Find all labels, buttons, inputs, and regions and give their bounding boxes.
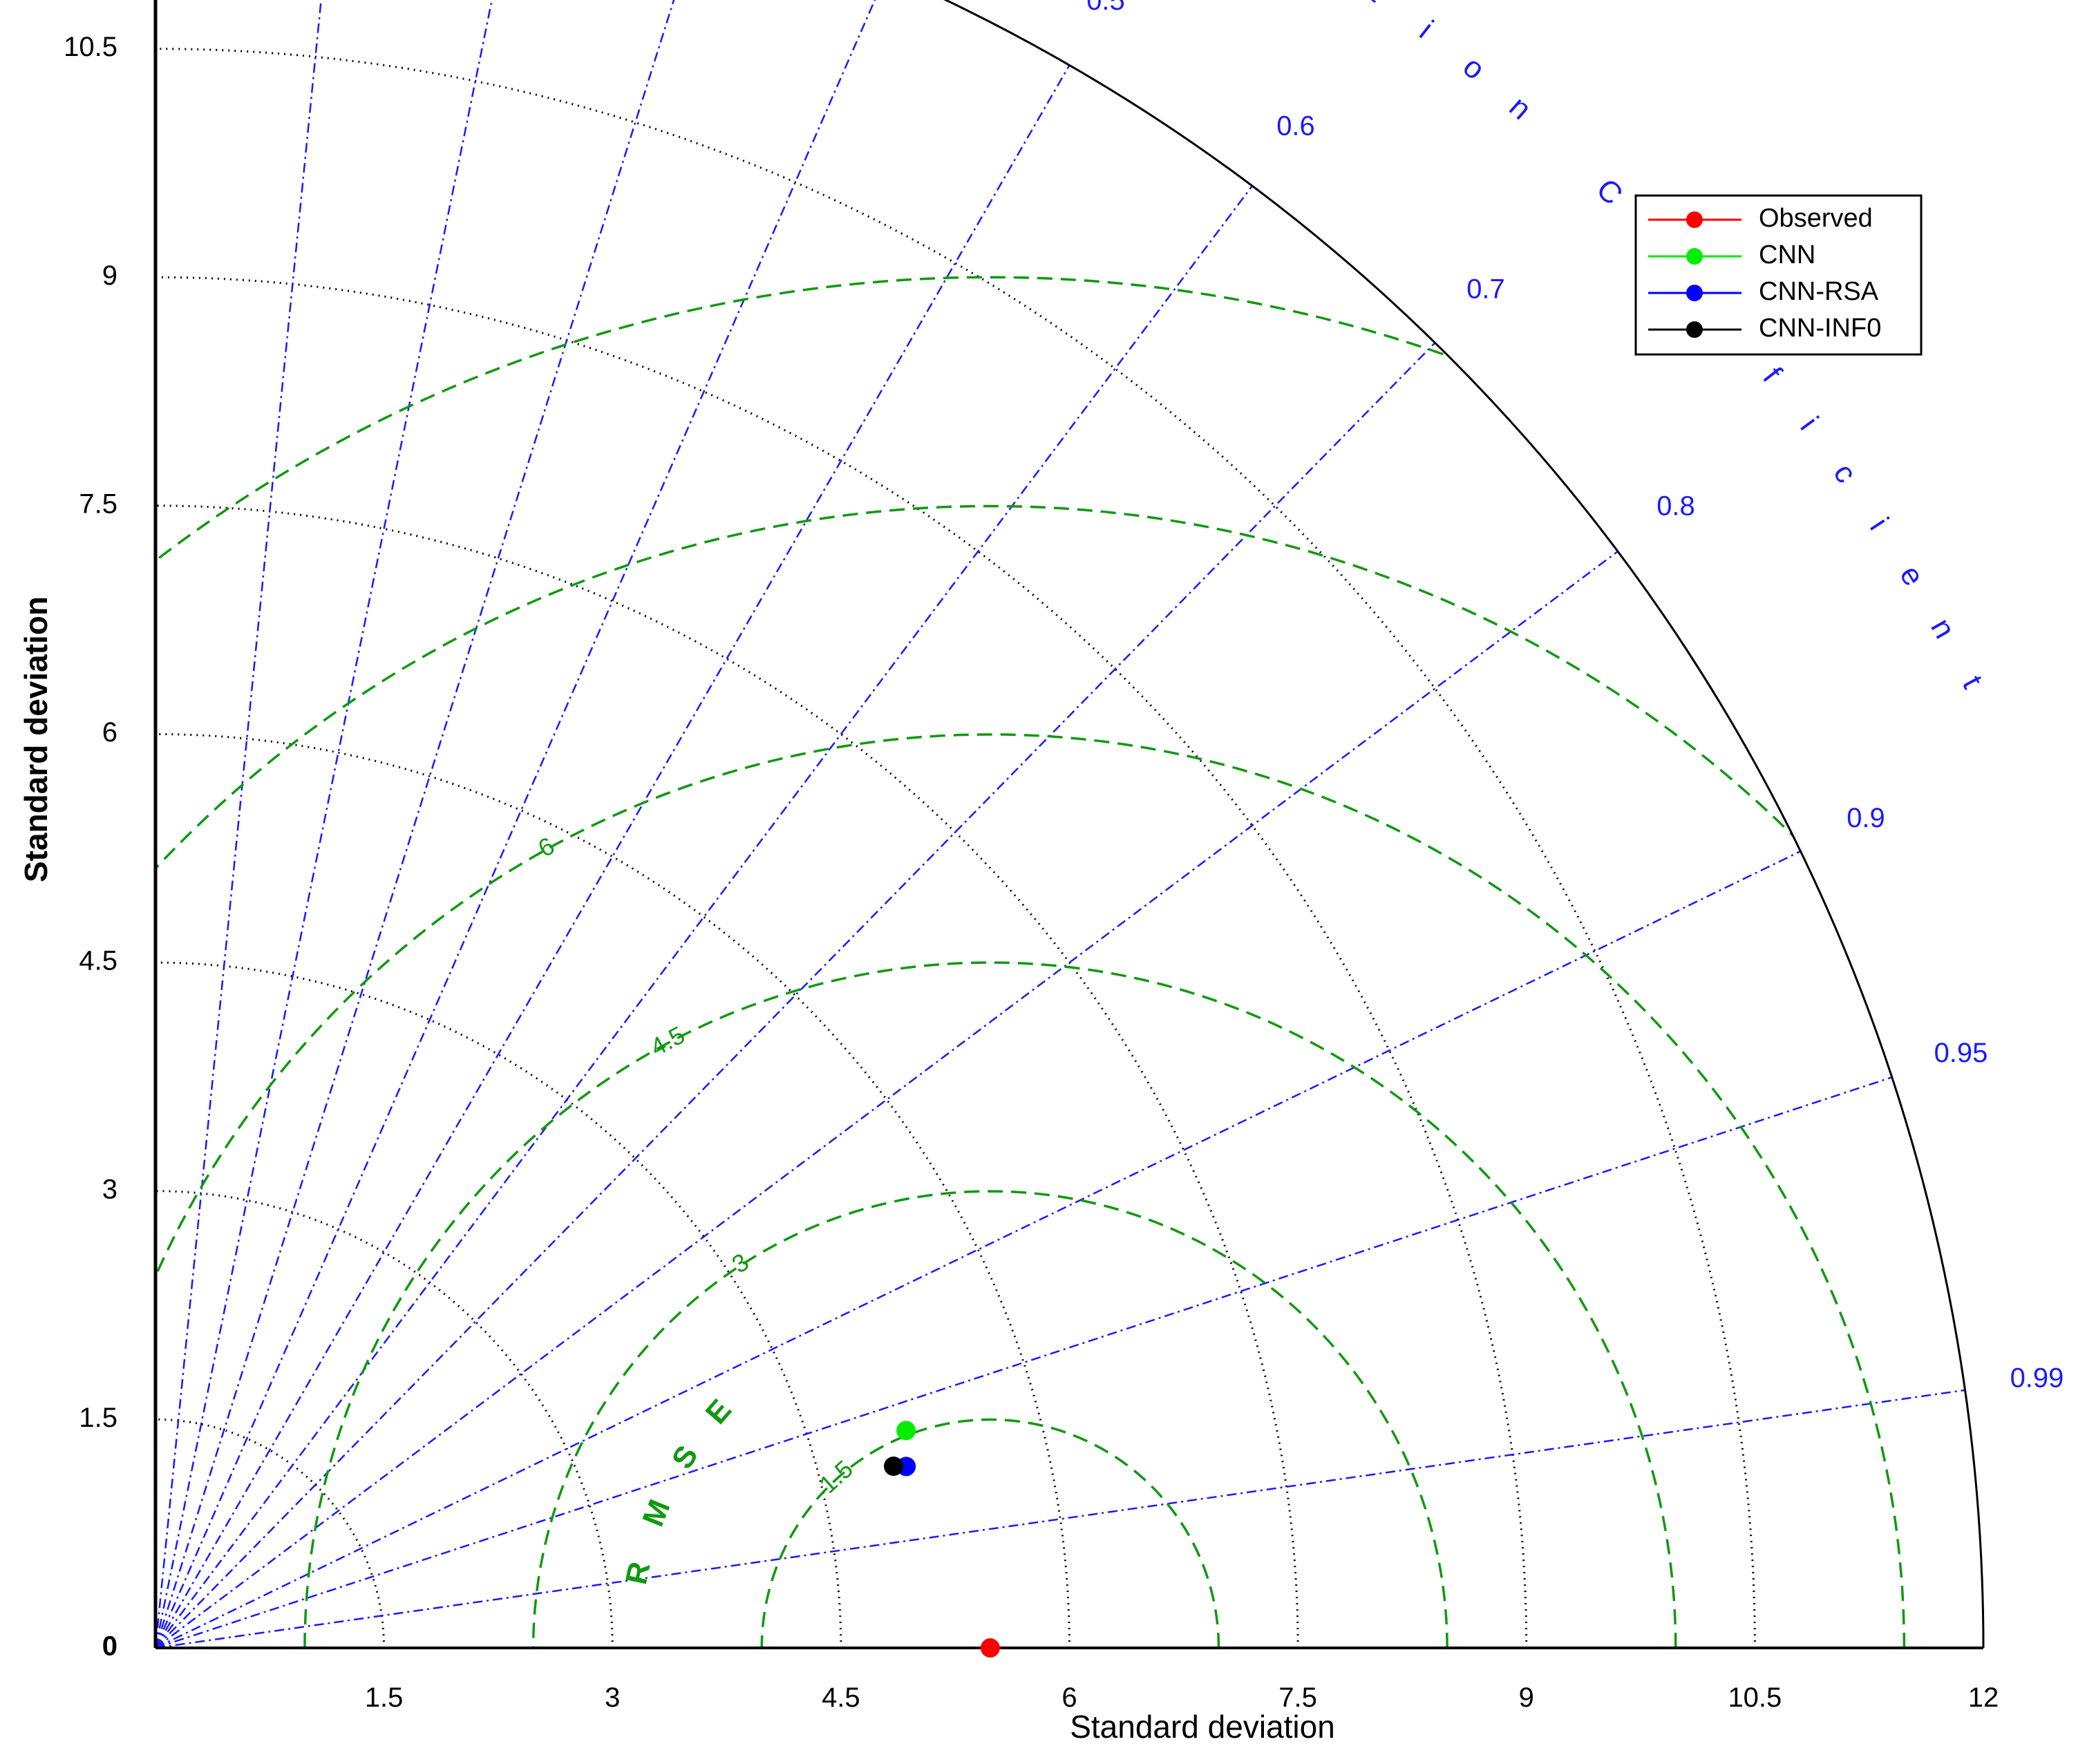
- x-tick-label: 12: [1968, 1682, 1999, 1713]
- correlation-title-char: i: [1413, 14, 1439, 45]
- rmse-title-char: R: [619, 1559, 657, 1587]
- rmse-arcs: [0, 277, 2096, 1648]
- correlation-tick-label: 0.5: [1086, 0, 1125, 16]
- rmse-title-char: E: [699, 1393, 738, 1430]
- correlation-line: [155, 1389, 1965, 1649]
- rmse-arc: [303, 961, 1677, 1648]
- legend-marker: [1686, 285, 1703, 301]
- correlation-tick-label: 0.99: [2010, 1363, 2064, 1394]
- correlation-title-char: e: [1893, 560, 1931, 591]
- correlation-tick-label: 0.6: [1276, 111, 1315, 142]
- rmse-title-char: M: [636, 1495, 677, 1531]
- data-points: [883, 1421, 1000, 1658]
- legend-marker: [1686, 248, 1703, 265]
- correlation-line: [155, 342, 1436, 1649]
- correlation-title-char: n: [1924, 613, 1962, 645]
- rmse-arc: [0, 277, 2096, 1648]
- correlation-title-char: i: [1863, 512, 1895, 536]
- correlation-title-char: i: [1793, 410, 1824, 436]
- x-axis-label: Standard deviation: [1070, 1709, 1335, 1745]
- correlation-line: [154, 0, 322, 1649]
- x-tick-label: 6: [1061, 1682, 1077, 1713]
- std-arc: [155, 1418, 386, 1649]
- x-tick-label: 1.5: [365, 1682, 404, 1713]
- x-tick-label: 4.5: [822, 1682, 860, 1713]
- correlation-title-char: t: [1956, 670, 1990, 694]
- correlation-line: [155, 551, 1618, 1649]
- rmse-tick-labels: 1.5 3 4.5 6: [534, 831, 858, 1499]
- correlation-line: [154, 0, 675, 1649]
- legend-label: CNN-INF0: [1759, 314, 1881, 343]
- correlation-tick-labels: 0.10.20.30.40.50.60.70.80.90.950.99: [1086, 0, 2064, 1394]
- y-tick-label: 1.5: [79, 1403, 117, 1433]
- correlation-line: [155, 850, 1802, 1649]
- y-tick-label: 3: [102, 1174, 117, 1204]
- x-tick-label: 7.5: [1278, 1682, 1317, 1713]
- point-observed: [980, 1638, 1000, 1658]
- x-tick-label: 3: [605, 1682, 620, 1713]
- y-tick-label: 4.5: [79, 946, 117, 976]
- y-tick-label: 0: [102, 1631, 117, 1662]
- legend-marker: [1686, 321, 1703, 338]
- correlation-line: [154, 64, 1070, 1649]
- legend-label: Observed: [1759, 204, 1873, 233]
- legend-marker: [1686, 211, 1703, 228]
- rmse-arc: [0, 506, 2096, 1648]
- correlation-tick-label: 0.7: [1466, 274, 1505, 305]
- legend-box: [1634, 194, 1923, 356]
- legend-label: CNN: [1759, 240, 1815, 269]
- rmse-tick-label: 6: [534, 831, 559, 863]
- correlation-line: [155, 1076, 1893, 1649]
- correlation-title-char: n: [1503, 90, 1538, 126]
- y-axis-label: Standard deviation: [18, 596, 54, 882]
- y-tick-label: 10.5: [64, 32, 117, 62]
- correlation-tick-label: 0.9: [1847, 803, 1885, 833]
- legend: Observed CNN CNN-RSA CNN-INF0: [1634, 194, 1923, 356]
- y-tick-label: 6: [102, 717, 117, 748]
- correlation-tick-label: 0.95: [1934, 1038, 1988, 1068]
- outer-arc: [943, 0, 1985, 1649]
- correlation-title-char: t: [1364, 0, 1391, 8]
- legend-label: CNN-RSA: [1759, 277, 1879, 306]
- rmse-tick-label: 4.5: [645, 1021, 689, 1062]
- x-tick-labels: 1.5 3 4.5 6 7.5 9 10.5 12: [365, 1682, 1999, 1713]
- rmse-tick-label: 3: [727, 1247, 754, 1278]
- rmse-tick-label: 1.5: [813, 1454, 858, 1499]
- correlation-title-char: C: [1589, 172, 1629, 211]
- std-arcs: [155, 48, 1756, 1649]
- std-arc: [155, 733, 1070, 1649]
- correlation-line: [155, 185, 1253, 1649]
- rmse-arc: [760, 1418, 1220, 1648]
- correlation-tick-label: 0.8: [1656, 491, 1695, 522]
- correlation-title-char: f: [1756, 361, 1788, 389]
- y-tick-label: 7.5: [79, 489, 117, 519]
- std-arc: [155, 1190, 614, 1649]
- correlation-title-char: c: [1826, 457, 1863, 489]
- y-tick-label: 9: [102, 260, 117, 291]
- plot-frame: [153, 0, 1985, 1649]
- correlation-lines: [154, 0, 1965, 1649]
- x-tick-label: 10.5: [1728, 1682, 1782, 1713]
- point-cnn: [896, 1421, 916, 1441]
- rmse-title-char: S: [665, 1440, 705, 1475]
- point-cnn-inf0: [883, 1457, 903, 1477]
- std-arc: [155, 276, 1528, 1649]
- std-arc: [155, 961, 842, 1649]
- std-arc: [155, 48, 1756, 1649]
- x-tick-label: 9: [1519, 1682, 1534, 1713]
- correlation-line: [154, 0, 876, 1649]
- correlation-line: [154, 0, 493, 1649]
- correlation-title-char: o: [1457, 50, 1491, 86]
